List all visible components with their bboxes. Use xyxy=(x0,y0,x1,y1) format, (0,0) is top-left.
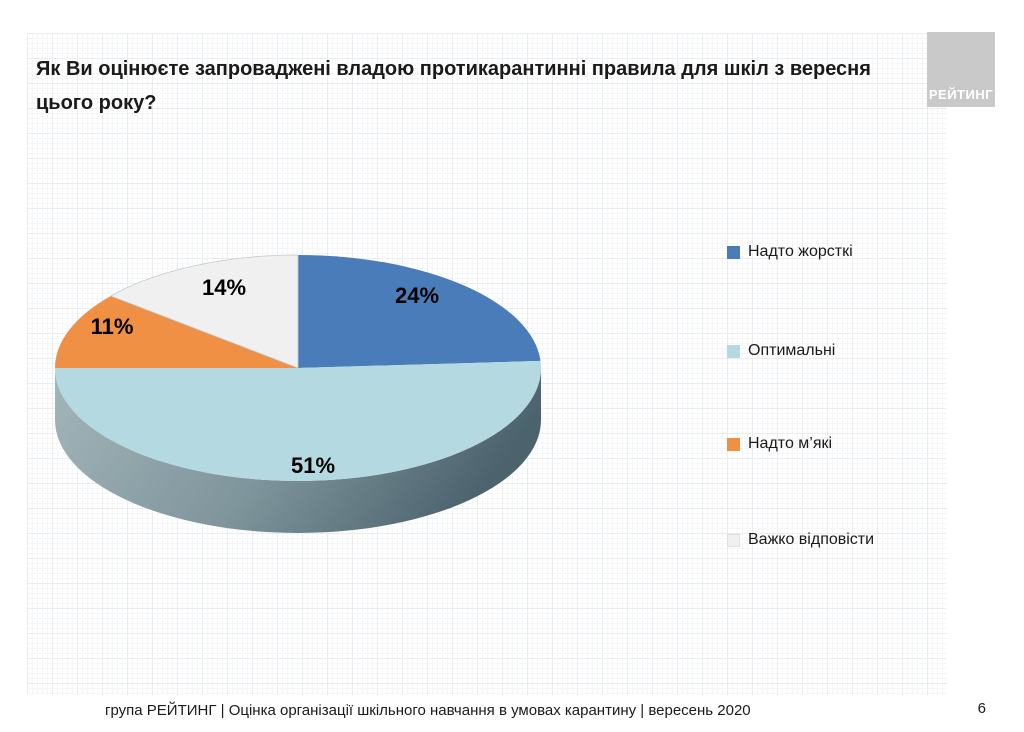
chart-question-title: Як Ви оцінюєте запроваджені владою проти… xyxy=(36,58,871,114)
pie-side-wall xyxy=(55,368,541,533)
pie-slice-value-label: 14% xyxy=(201,275,247,300)
pie-slice xyxy=(298,255,541,368)
pie-slice xyxy=(55,360,541,481)
footer-source-text: група РЕЙТИНГ | Оцінка організації шкіль… xyxy=(105,702,751,719)
page-number: 6 xyxy=(977,700,986,717)
pie-slice xyxy=(109,254,299,369)
pie-slice-value-label: 51% xyxy=(290,453,336,478)
rating-logo: РЕЙТИНГ xyxy=(927,32,995,107)
pie-chart-svg xyxy=(55,254,541,533)
rating-logo-text: РЕЙТИНГ xyxy=(928,87,994,102)
pie-slice-value-label: 11% xyxy=(90,314,134,339)
pie-chart: 24% 51% 11% 14% xyxy=(40,240,560,552)
pie-slice xyxy=(55,295,298,368)
pie-slice-value-label: 24% xyxy=(394,283,440,308)
